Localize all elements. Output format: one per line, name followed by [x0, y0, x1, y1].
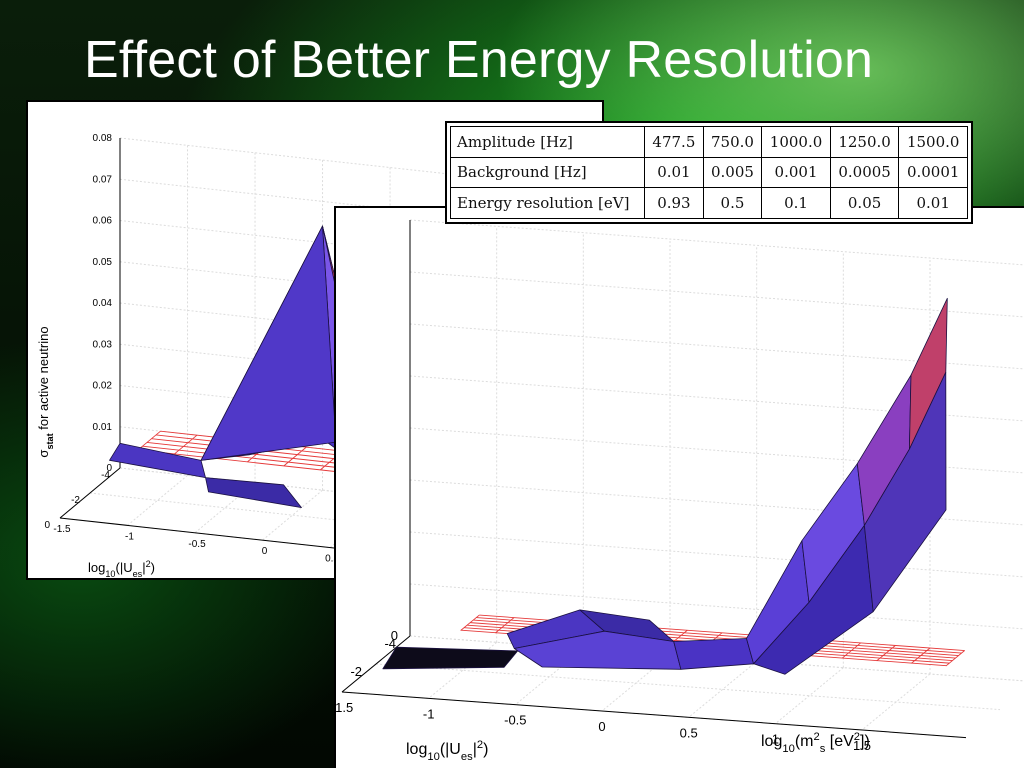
- z-tick-label: 0.06: [93, 216, 113, 227]
- z-tick-label: 0.05: [93, 257, 113, 268]
- surface-facet: [864, 371, 947, 613]
- gridline: [409, 219, 1024, 266]
- y-axis-line: [59, 467, 121, 519]
- z-tick-label: 0: [106, 463, 112, 474]
- z-tick-label: 0.03: [93, 339, 113, 350]
- y-tick-label: -4: [384, 636, 396, 651]
- z-tick-label: 0.02: [93, 381, 113, 392]
- x-tick-label: -0.5: [504, 713, 526, 728]
- slide-title: Effect of Better Energy Resolution: [84, 31, 874, 89]
- x-tick-label: -1.5: [53, 524, 71, 535]
- surface-facet: [200, 225, 337, 461]
- x-tick-label: 1: [772, 732, 779, 747]
- gridline: [409, 271, 1024, 318]
- x-axis-line: [341, 691, 967, 739]
- x-tick-label: 1.5: [853, 738, 871, 753]
- table-cell: 0.005: [702, 156, 763, 189]
- gridline: [262, 489, 323, 541]
- z-tick-label: 0.01: [93, 422, 113, 433]
- table-cell: 0.93: [644, 187, 704, 219]
- z-tick-label: 0.08: [93, 133, 113, 144]
- y-axis-line: [341, 635, 411, 693]
- surface-facet: [205, 477, 302, 509]
- row-header: Amplitude [Hz]: [449, 126, 646, 158]
- y-tick-label: -2: [350, 664, 362, 679]
- row-header: Background [Hz]: [449, 156, 646, 189]
- reference-plane-line: [174, 434, 198, 455]
- surface-facet: [382, 646, 519, 670]
- y-axis-label: log10(|Ues|2): [406, 739, 488, 763]
- parameter-table-grid: Amplitude [Hz] 477.5 750.0 1000.0 1250.0…: [449, 126, 968, 219]
- gridline: [127, 474, 188, 526]
- surface-plot-right: -1.5-1-0.500.511.5-4-200 log10(|Ues|2) l…: [334, 206, 1024, 768]
- table-cell: 0.001: [761, 156, 831, 189]
- table-row: Energy resolution [eV] 0.93 0.5 0.1 0.05…: [449, 187, 968, 219]
- table-cell: 0.0001: [898, 156, 968, 189]
- y-tick-label: -2: [71, 495, 80, 506]
- gridline: [409, 531, 1024, 578]
- z-tick-label: 0.07: [93, 174, 113, 185]
- gridline: [775, 667, 844, 725]
- table-cell: 0.0005: [829, 156, 900, 189]
- reference-plane-line: [283, 446, 307, 467]
- table-cell: 477.5: [644, 126, 704, 158]
- table-row: Background [Hz] 0.01 0.005 0.001 0.0005 …: [449, 156, 968, 189]
- y-tick-label: -4: [101, 470, 110, 481]
- table-cell: 750.0: [702, 126, 763, 158]
- table-cell: 1500.0: [898, 126, 968, 158]
- gridline: [688, 660, 757, 718]
- z-tick-label: 0: [391, 628, 398, 643]
- table-row: Amplitude [Hz] 477.5 750.0 1000.0 1250.0…: [449, 126, 968, 158]
- y-axis-label: log10(|Ues|2): [88, 559, 155, 578]
- table-cell: 0.01: [898, 187, 968, 219]
- table-cell: 1000.0: [761, 126, 831, 158]
- x-tick-label: -1: [125, 531, 134, 542]
- x-tick-label: -1.5: [336, 700, 353, 715]
- x-tick-label: -1: [423, 706, 435, 721]
- row-header: Energy resolution [eV]: [449, 187, 646, 219]
- parameter-table: Amplitude [Hz] 477.5 750.0 1000.0 1250.0…: [445, 121, 973, 224]
- surface-plot-right-svg: -1.5-1-0.500.511.5-4-200 log10(|Ues|2) l…: [336, 219, 1024, 763]
- table-cell: 0.5: [702, 187, 763, 219]
- table-cell: 0.1: [761, 187, 831, 219]
- x-tick-label: 0.5: [325, 554, 339, 565]
- x-tick-label: 0: [598, 719, 605, 734]
- y-tick-label: 0: [44, 520, 50, 531]
- table-cell: 0.05: [829, 187, 900, 219]
- gridline: [375, 663, 1001, 711]
- gridline: [409, 583, 1024, 630]
- z-axis-label: σstat for active neutrino: [36, 326, 55, 457]
- x-tick-label: 0.5: [680, 725, 698, 740]
- reference-plane-line: [137, 430, 161, 451]
- table-cell: 0.01: [644, 156, 704, 189]
- surface-facet: [673, 638, 755, 670]
- x-axis-label: log10(m2s [eV2]): [761, 731, 870, 755]
- gridline: [428, 641, 497, 699]
- reference-plane-line: [460, 614, 480, 631]
- x-tick-label: -0.5: [188, 539, 206, 550]
- x-tick-label: 0: [262, 546, 268, 557]
- z-tick-label: 0.04: [93, 298, 113, 309]
- table-cell: 1250.0: [829, 126, 900, 158]
